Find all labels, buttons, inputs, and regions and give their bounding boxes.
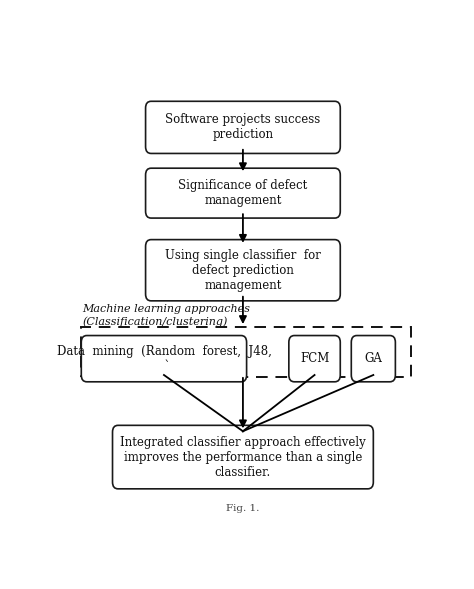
FancyBboxPatch shape <box>82 336 246 382</box>
FancyBboxPatch shape <box>112 425 374 489</box>
Text: FCM: FCM <box>300 352 329 365</box>
Text: Significance of defect
management: Significance of defect management <box>178 179 308 207</box>
FancyBboxPatch shape <box>146 240 340 301</box>
Text: Using single classifier  for
defect prediction
management: Using single classifier for defect predi… <box>165 249 321 292</box>
Text: Data  mining  (Random  forest,  J48,
  `: Data mining (Random forest, J48, ` <box>56 345 272 373</box>
FancyBboxPatch shape <box>146 168 340 218</box>
Bar <box>81 327 411 377</box>
Text: GA: GA <box>365 352 382 365</box>
Text: Integrated classifier approach effectively
improves the performance than a singl: Integrated classifier approach effective… <box>120 436 366 479</box>
FancyBboxPatch shape <box>289 336 340 382</box>
Text: Fig. 1.: Fig. 1. <box>226 504 260 513</box>
Text: Machine learning approaches
(Classification/clustering): Machine learning approaches (Classificat… <box>82 305 250 327</box>
FancyBboxPatch shape <box>146 101 340 154</box>
FancyBboxPatch shape <box>351 336 395 382</box>
Text: Software projects success
prediction: Software projects success prediction <box>165 113 320 141</box>
